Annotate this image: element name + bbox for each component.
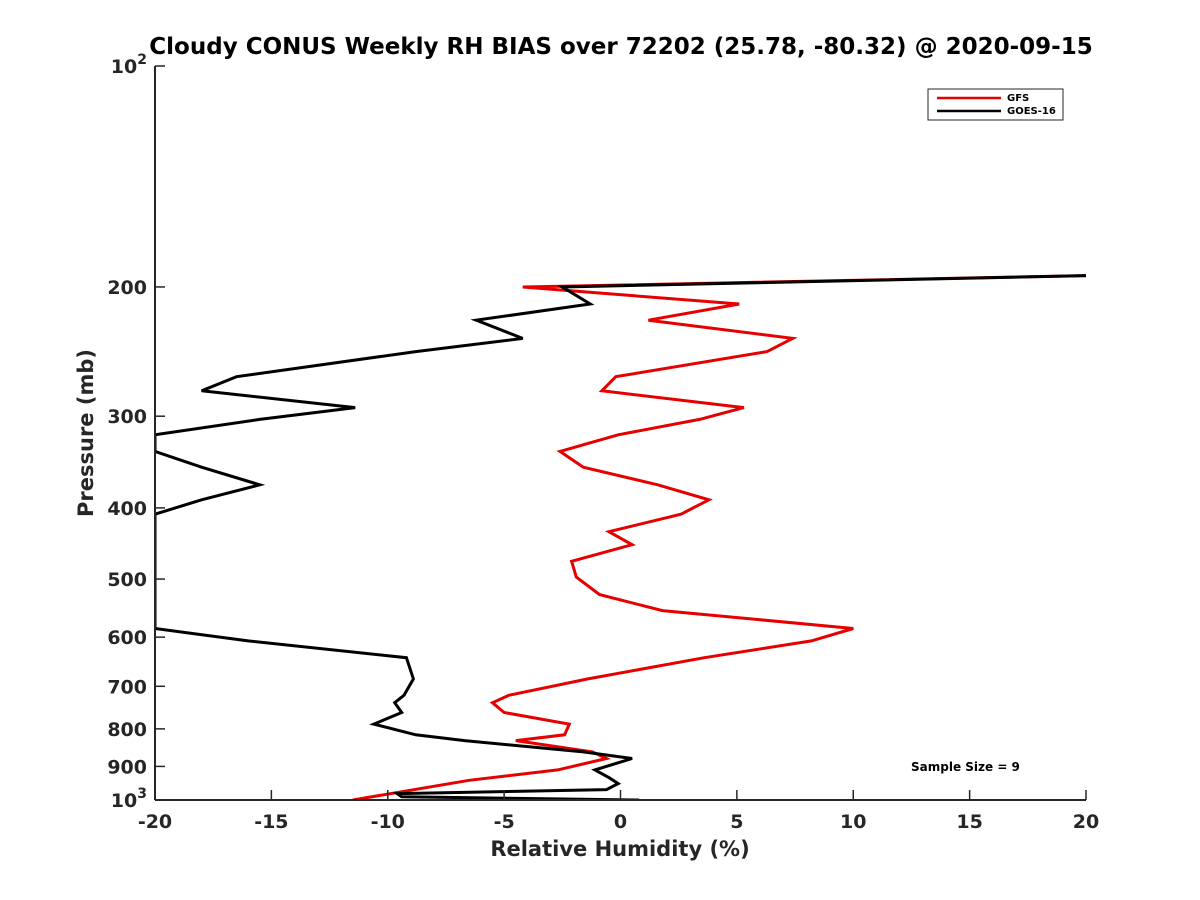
axes: -20 -15 -10 -5 0 5 10 15 20 200 300 400 500 600 700 800… (107, 52, 1099, 833)
y-tick-label: 400 (107, 498, 147, 520)
series-line-gfs (352, 274, 1086, 800)
x-tick-label: -10 (371, 811, 405, 833)
sample-size-annotation: Sample Size = 9 (911, 760, 1020, 774)
x-tick-label: -15 (254, 811, 288, 833)
legend: GFS GOES-16 (927, 88, 1064, 121)
chart-title: Cloudy CONUS Weekly RH BIAS over 72202 (… (149, 34, 1092, 60)
y-tick-label: 600 (107, 627, 147, 649)
x-tick-label: 10 (840, 811, 866, 833)
y-tick-label: 200 (107, 277, 147, 299)
y-tick-label: 300 (107, 406, 147, 428)
y-tick-label: 700 (107, 676, 147, 698)
legend-box (927, 88, 1064, 121)
x-tick-label: 15 (956, 811, 982, 833)
x-tick-label: 5 (730, 811, 743, 833)
x-tick-label: 0 (614, 811, 627, 833)
y-axis-label: Pressure (mb) (74, 349, 98, 517)
legend-label-gfs: GFS (1007, 93, 1029, 104)
x-tick-label: -20 (138, 811, 172, 833)
y-tick-label: 900 (107, 756, 147, 778)
y-tick-label-top: 102 (111, 52, 147, 78)
y-tick-label: 500 (107, 569, 147, 591)
x-axis-label: Relative Humidity (%) (490, 837, 749, 861)
legend-label-goes16: GOES-16 (1007, 106, 1056, 117)
y-tick-label: 800 (107, 719, 147, 741)
series-line-goes-16 (155, 274, 1086, 800)
x-tick-label: -5 (494, 811, 515, 833)
y-tick-label-bottom: 103 (111, 786, 147, 812)
x-tick-label: 20 (1073, 811, 1099, 833)
series-layer (155, 274, 1086, 800)
